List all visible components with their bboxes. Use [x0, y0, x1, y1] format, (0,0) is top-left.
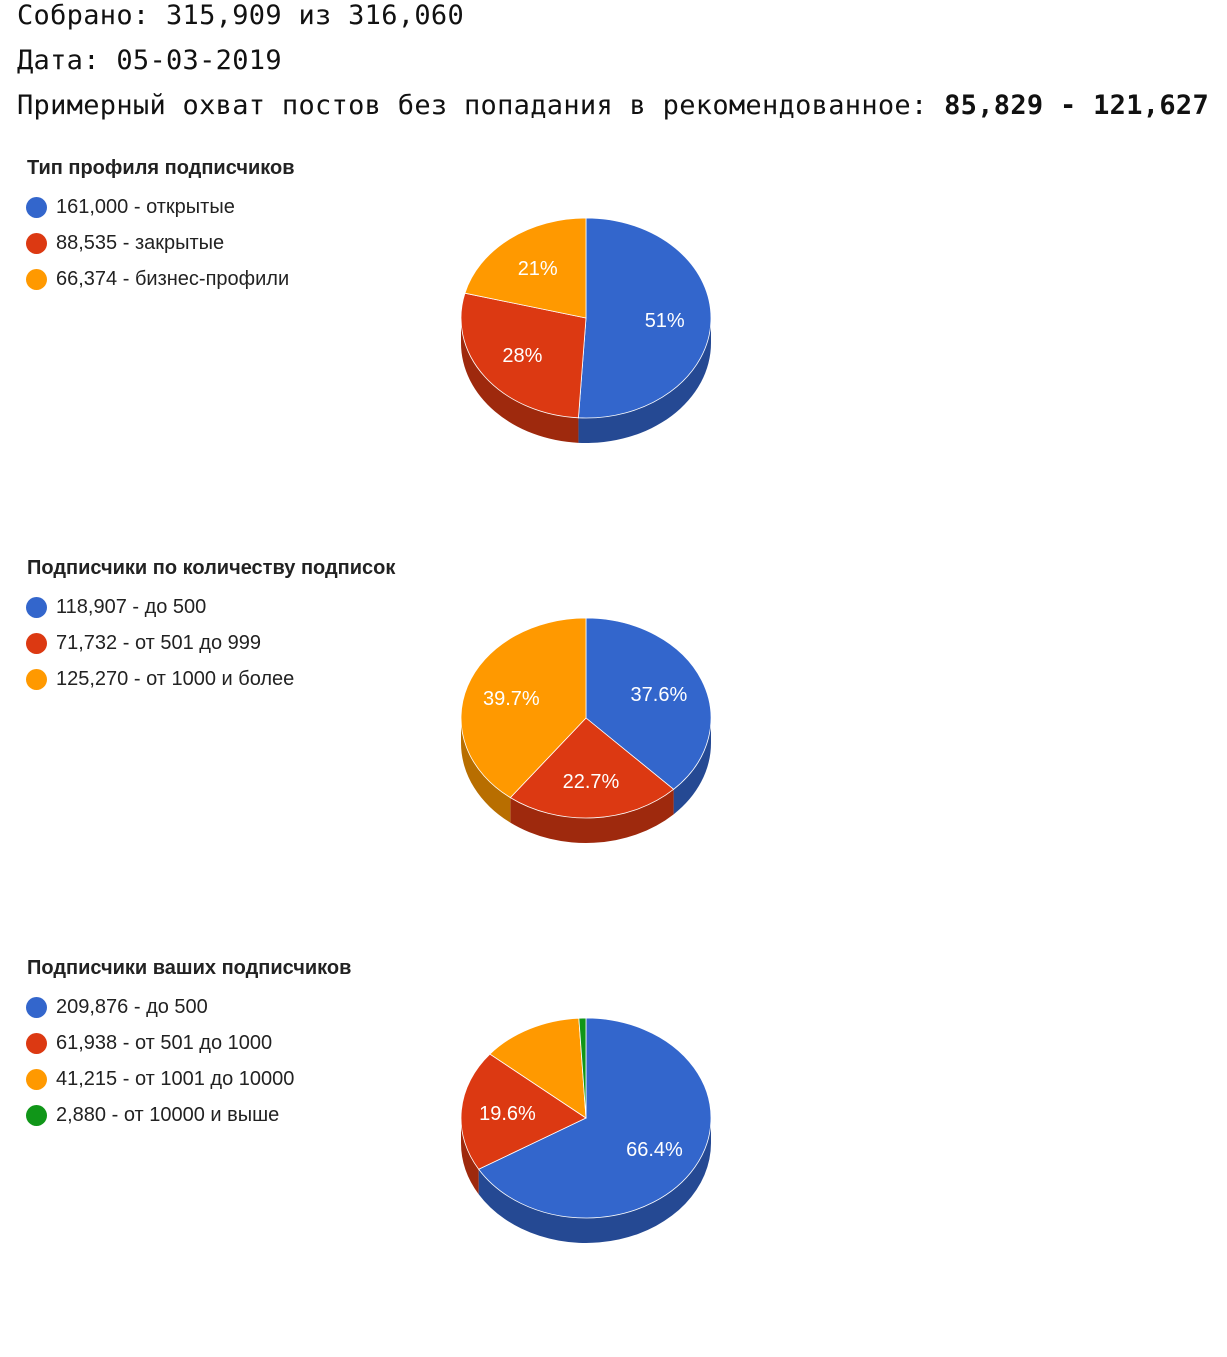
- legend-dot: [26, 269, 47, 290]
- chart-title: Подписчики по количеству подписок: [27, 557, 396, 579]
- legend-label: 41,215 - от 1001 до 10000: [56, 1068, 295, 1090]
- legend-dot: [26, 1105, 47, 1126]
- pie-chart: 66.4% 19.6%: [460, 1017, 712, 1243]
- legend-dot: [26, 1033, 47, 1054]
- legend-dot: [26, 1069, 47, 1090]
- pie-slice[interactable]: [585, 617, 712, 790]
- legend-item[interactable]: 88,535 - закрытые: [26, 229, 316, 257]
- pie-slice-side: [461, 718, 511, 823]
- pie-slice[interactable]: [478, 1017, 712, 1219]
- legend-item[interactable]: 209,876 - до 500: [26, 993, 316, 1021]
- legend-dot: [26, 233, 47, 254]
- pie-slice-label: 51%: [645, 310, 685, 332]
- legend-dot: [26, 997, 47, 1018]
- pie-slice-label: 28%: [502, 345, 542, 367]
- date-summary: Дата: 05-03-2019: [17, 45, 282, 76]
- pie-slice-side: [510, 789, 674, 843]
- pie-slice-label: 22.7%: [563, 771, 620, 793]
- pie-slice[interactable]: [489, 1017, 587, 1119]
- chart-profile-type: Тип профиля подписчиков 161,000 - открыт…: [0, 157, 1227, 557]
- reach-label: Примерный охват постов без попадания в р…: [17, 90, 945, 121]
- legend-item[interactable]: 161,000 - открытые: [26, 193, 316, 221]
- pie-slice[interactable]: [509, 717, 675, 819]
- pie-chart: 37.6% 22.7% 39.7%: [460, 617, 712, 843]
- legend-item[interactable]: 61,938 - от 501 до 1000: [26, 1029, 316, 1057]
- legend: 209,876 - до 500 61,938 - от 501 до 1000…: [26, 993, 316, 1137]
- pie-slice-side: [578, 318, 711, 443]
- pie-slice-label: 37.6%: [631, 684, 688, 706]
- chart-title: Тип профиля подписчиков: [27, 157, 295, 179]
- legend-label: 118,907 - до 500: [56, 596, 207, 618]
- legend-label: 66,374 - бизнес-профили: [56, 268, 290, 290]
- legend-dot: [26, 633, 47, 654]
- pie-slice[interactable]: [578, 217, 712, 419]
- legend-dot: [26, 597, 47, 618]
- pie-slice-side: [461, 318, 579, 443]
- chart-followers-of-followers: Подписчики ваших подписчиков 209,876 - д…: [0, 957, 1227, 1357]
- legend-label: 2,880 - от 10000 и выше: [56, 1104, 280, 1126]
- pie-slice[interactable]: [460, 1053, 587, 1170]
- pie-slice-side: [461, 1118, 479, 1195]
- reach-summary: Примерный охват постов без попадания в р…: [17, 90, 1209, 121]
- pie-slice[interactable]: [578, 1017, 587, 1119]
- pie-slice-label: 39.7%: [483, 688, 540, 710]
- legend-item[interactable]: 66,374 - бизнес-профили: [26, 265, 316, 293]
- legend: 161,000 - открытые 88,535 - закрытые 66,…: [26, 193, 316, 301]
- legend-label: 125,270 - от 1000 и более: [56, 668, 295, 690]
- legend-dot: [26, 669, 47, 690]
- pie-slice[interactable]: [460, 617, 587, 799]
- pie-chart: 51% 28% 21%: [460, 217, 712, 443]
- pie-slice-side: [673, 718, 711, 815]
- legend-item[interactable]: 41,215 - от 1001 до 10000: [26, 1065, 316, 1093]
- pie-slice[interactable]: [464, 217, 587, 319]
- legend-label: 209,876 - до 500: [56, 996, 208, 1018]
- legend-item[interactable]: 71,732 - от 501 до 999: [26, 629, 316, 657]
- pie-slice-label: 21%: [518, 258, 558, 280]
- legend-item[interactable]: 2,880 - от 10000 и выше: [26, 1101, 316, 1129]
- chart-title: Подписчики ваших подписчиков: [27, 957, 352, 979]
- pie-slice[interactable]: [460, 292, 587, 419]
- reach-value: 85,829 - 121,627: [944, 90, 1209, 121]
- legend-item[interactable]: 125,270 - от 1000 и более: [26, 665, 316, 693]
- collected-summary: Собрано: 315,909 из 316,060: [17, 0, 464, 31]
- legend-label: 61,938 - от 501 до 1000: [56, 1032, 273, 1054]
- legend-label: 161,000 - открытые: [56, 196, 235, 218]
- legend-dot: [26, 197, 47, 218]
- legend: 118,907 - до 500 71,732 - от 501 до 999 …: [26, 593, 316, 701]
- pie-slice-label: 19.6%: [479, 1103, 536, 1125]
- pie-slice-label: 66.4%: [626, 1139, 683, 1161]
- legend-item[interactable]: 118,907 - до 500: [26, 593, 316, 621]
- legend-label: 71,732 - от 501 до 999: [56, 632, 261, 654]
- legend-label: 88,535 - закрытые: [56, 232, 225, 254]
- chart-following-count: Подписчики по количеству подписок 118,90…: [0, 557, 1227, 957]
- pie-slice-side: [478, 1118, 711, 1243]
